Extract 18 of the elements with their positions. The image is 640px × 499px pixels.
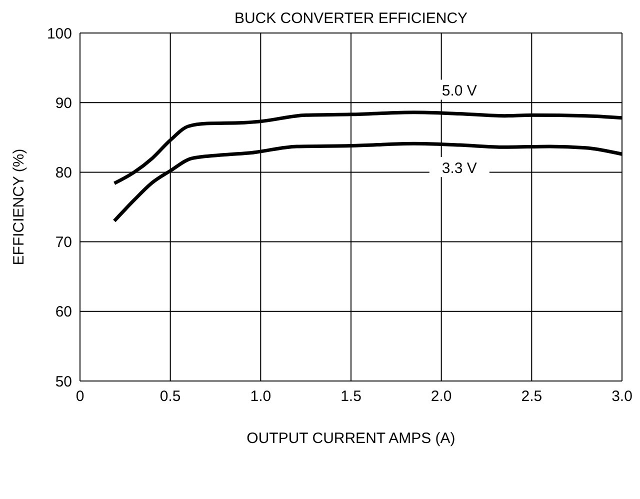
- x-tick-label: 1.0: [250, 388, 272, 405]
- x-tick-label: 1.5: [340, 388, 362, 405]
- x-axis-title: OUTPUT CURRENT AMPS (A): [246, 430, 456, 447]
- x-tick-label: 0: [76, 388, 84, 405]
- y-tick-label: 60: [55, 304, 72, 321]
- y-tick-label: 90: [55, 94, 72, 112]
- x-tick-label: 2.0: [430, 388, 452, 405]
- x-tick-label: 0.5: [160, 388, 181, 405]
- y-tick-label: 50: [55, 373, 72, 390]
- y-tick-label: 100: [46, 25, 72, 42]
- x-tick-label: 2.5: [521, 388, 542, 405]
- chart-title: BUCK CONVERTER EFFICIENCY: [233, 10, 469, 27]
- series-label: 3.3 V: [442, 160, 477, 178]
- series-label: 5.0 V: [442, 82, 477, 100]
- x-tick-label: 3.0: [612, 388, 632, 405]
- y-axis-title: EFFICIENCY (%): [10, 148, 28, 266]
- y-tick-label: 70: [55, 234, 72, 252]
- y-tick-label: 80: [55, 164, 72, 182]
